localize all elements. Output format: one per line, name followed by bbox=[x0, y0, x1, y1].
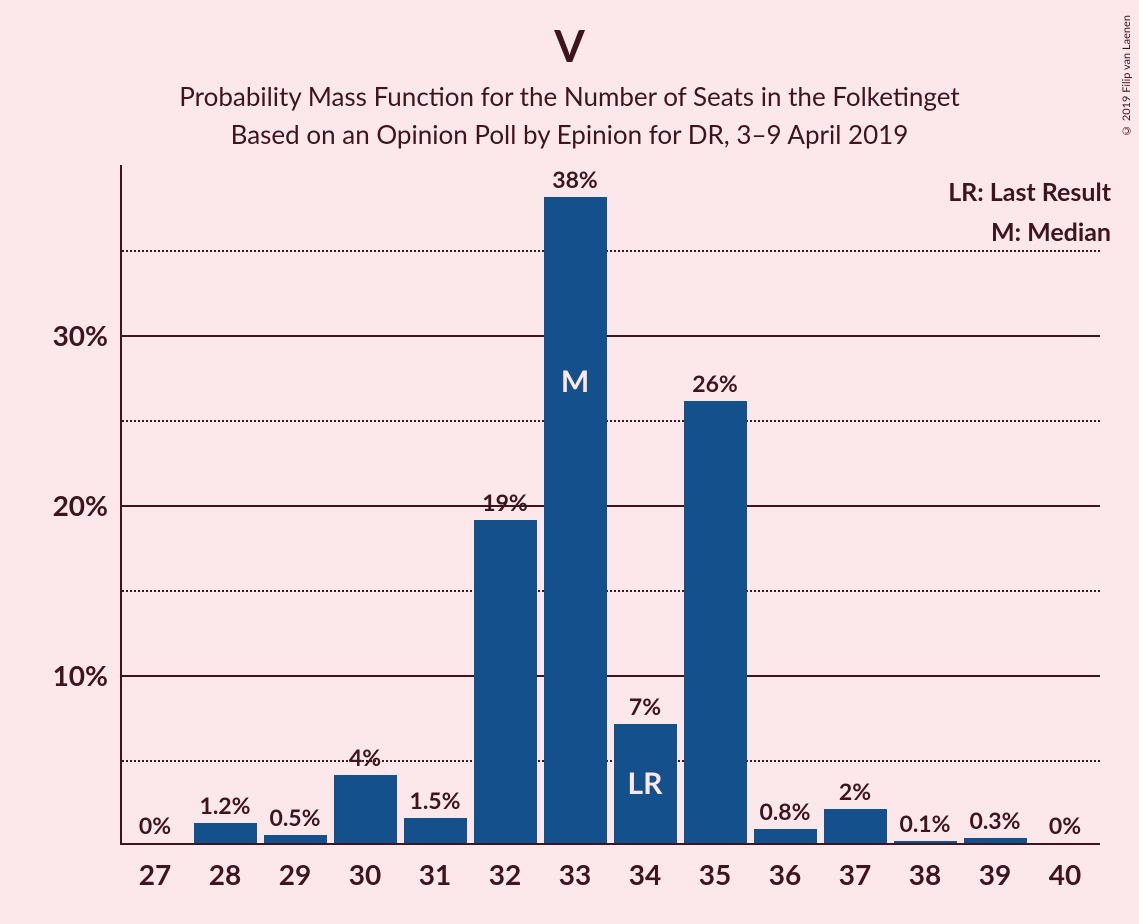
y-tick-label: 30% bbox=[53, 318, 108, 352]
bar bbox=[194, 823, 257, 843]
plot-area: 10%20%30%0%271.2%280.5%294%301.5%3119%32… bbox=[120, 165, 1100, 845]
x-tick-label: 27 bbox=[139, 857, 171, 891]
bar-value-label: 0% bbox=[139, 811, 171, 839]
bar-value-label: 0.1% bbox=[900, 809, 951, 837]
bar-value-label: 1.5% bbox=[410, 786, 461, 814]
x-tick-label: 30 bbox=[349, 857, 381, 891]
bar-value-label: 0.3% bbox=[970, 806, 1021, 834]
x-tick-label: 28 bbox=[209, 857, 241, 891]
bar-value-label: 1.2% bbox=[200, 791, 251, 819]
chart-subtitle-line2: Based on an Opinion Poll by Epinion for … bbox=[0, 118, 1139, 150]
x-axis bbox=[120, 843, 1100, 845]
bar-value-label: 26% bbox=[692, 369, 738, 397]
x-tick-label: 34 bbox=[629, 857, 661, 891]
bar bbox=[404, 818, 467, 844]
bar bbox=[334, 775, 397, 843]
y-tick-label: 10% bbox=[53, 658, 108, 692]
chart-container: V Probability Mass Function for the Numb… bbox=[0, 0, 1139, 924]
bar-value-label: 0% bbox=[1049, 811, 1081, 839]
gridline-minor bbox=[122, 590, 1100, 592]
bar-value-label: 2% bbox=[839, 777, 871, 805]
x-tick-label: 29 bbox=[279, 857, 311, 891]
x-tick-label: 38 bbox=[909, 857, 941, 891]
copyright-text: © 2019 Filip van Laenen bbox=[1120, 15, 1133, 137]
bar-value-label: 7% bbox=[629, 692, 661, 720]
x-tick-label: 40 bbox=[1049, 857, 1081, 891]
gridline-minor bbox=[122, 250, 1100, 252]
bar-value-label: 4% bbox=[349, 743, 381, 771]
x-tick-label: 31 bbox=[419, 857, 451, 891]
bar bbox=[894, 841, 957, 843]
gridline-major bbox=[122, 675, 1100, 677]
x-tick-label: 37 bbox=[839, 857, 871, 891]
bar-value-label: 0.8% bbox=[760, 797, 811, 825]
x-tick-label: 39 bbox=[979, 857, 1011, 891]
bar-value-label: 19% bbox=[482, 488, 528, 516]
gridline-minor bbox=[122, 760, 1100, 762]
bar-value-label: 38% bbox=[552, 165, 598, 193]
gridline-minor bbox=[122, 420, 1100, 422]
bar bbox=[684, 401, 747, 843]
chart-title: V bbox=[0, 20, 1139, 72]
x-tick-label: 35 bbox=[699, 857, 731, 891]
x-tick-label: 36 bbox=[769, 857, 801, 891]
x-tick-label: 32 bbox=[489, 857, 521, 891]
bar bbox=[964, 838, 1027, 843]
bar bbox=[264, 835, 327, 844]
bar bbox=[544, 197, 607, 843]
gridline-major bbox=[122, 335, 1100, 337]
bar bbox=[474, 520, 537, 843]
bar-inner-label: LR bbox=[628, 765, 663, 801]
bar bbox=[824, 809, 887, 843]
chart-subtitle-line1: Probability Mass Function for the Number… bbox=[0, 80, 1139, 112]
bar bbox=[754, 829, 817, 843]
bar-value-label: 0.5% bbox=[270, 803, 321, 831]
y-tick-label: 20% bbox=[53, 488, 108, 522]
x-tick-label: 33 bbox=[559, 857, 591, 891]
gridline-major bbox=[122, 505, 1100, 507]
bar-inner-label: M bbox=[561, 363, 589, 399]
